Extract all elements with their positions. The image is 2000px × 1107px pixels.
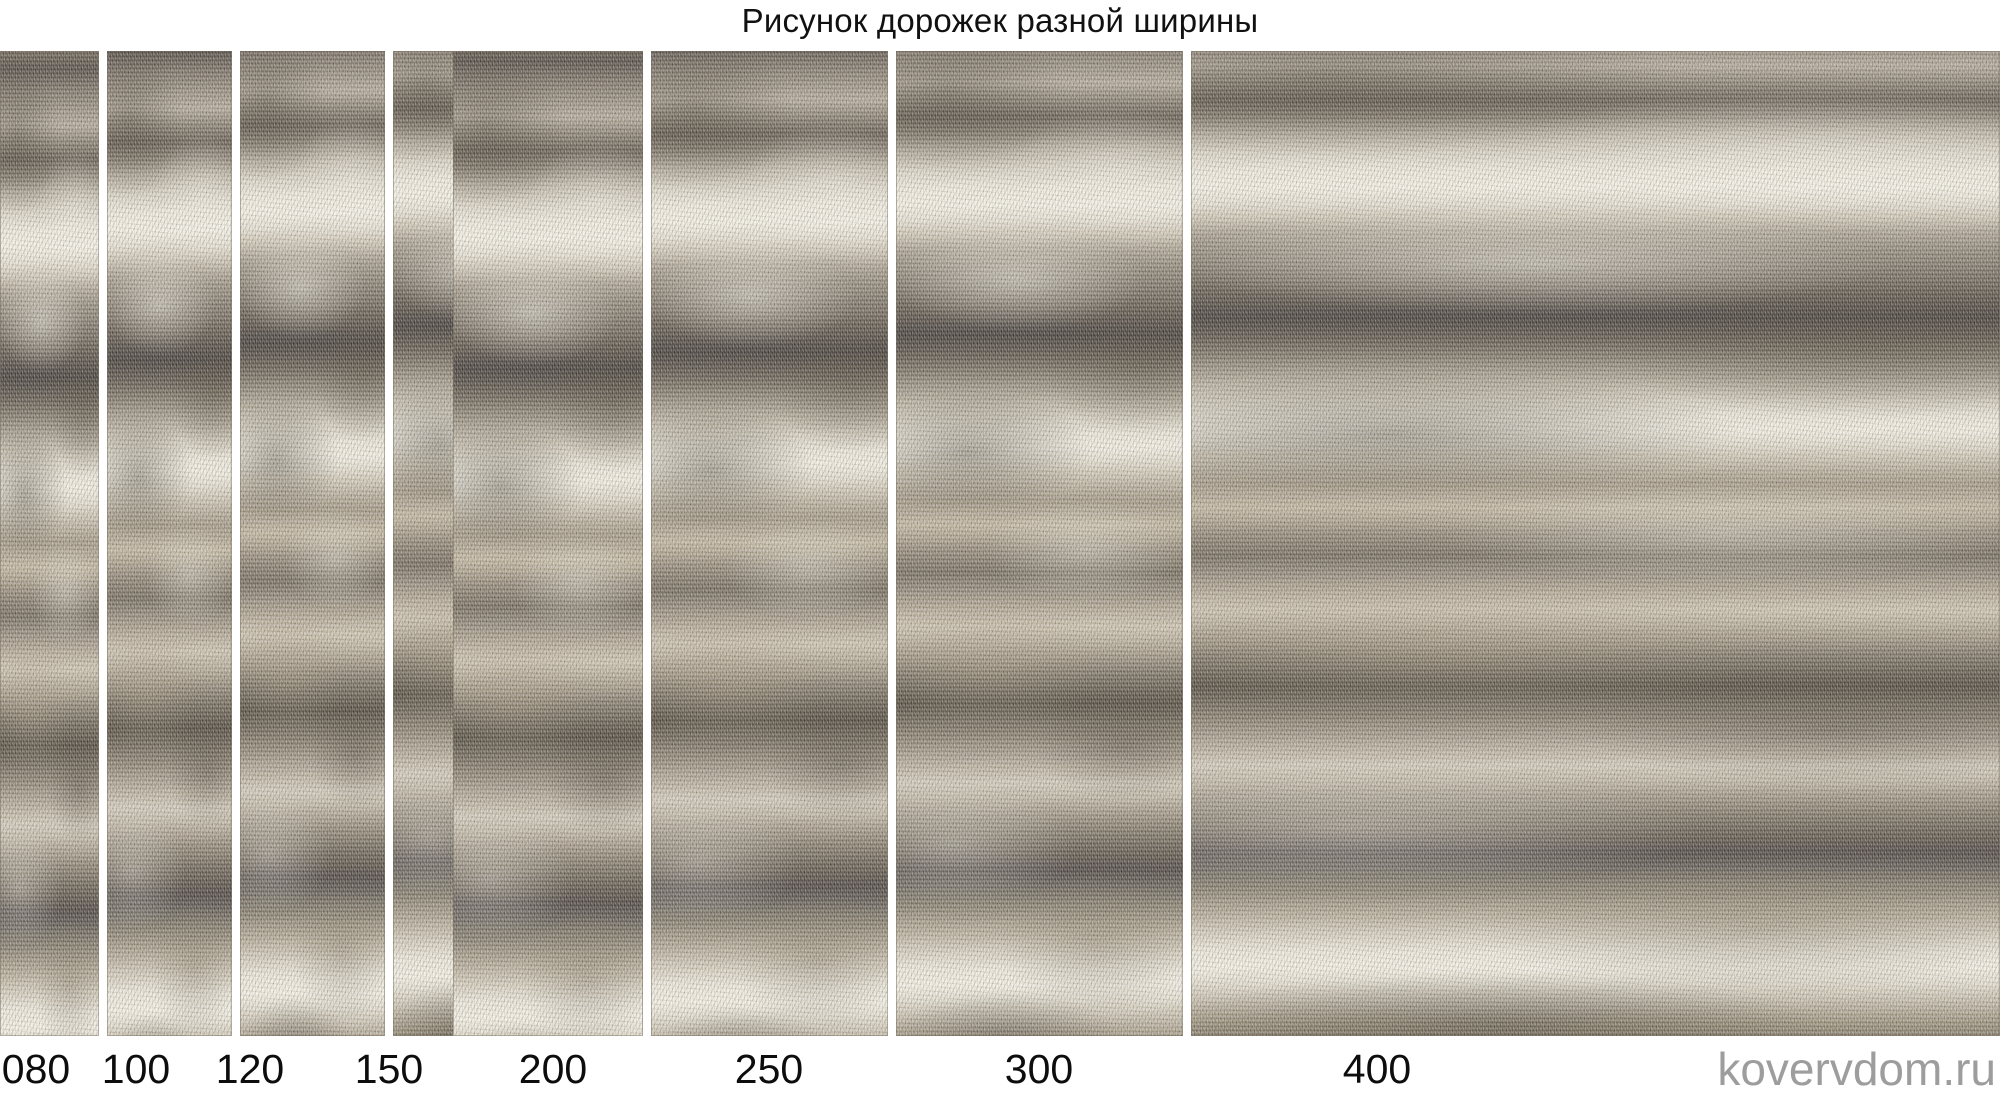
texture-layer-bands [896,51,1183,1036]
texture-layer-speckle-b [107,51,232,1036]
size-label-250: 250 [734,1046,804,1092]
carpet-texture-tile [1191,51,2000,1036]
texture-layer-pile [453,51,643,1036]
page-title: Рисунок дорожек разной ширины [741,2,1259,39]
texture-layer-streaks [107,51,232,1036]
texture-layer-bands [453,51,643,1036]
runner-strip-250[interactable] [651,51,888,1036]
texture-layer-speckle-b [651,51,888,1036]
runner-strip-row [0,51,2000,1036]
texture-layer-speckle-a [651,51,888,1036]
texture-layer-cast [651,51,888,1036]
texture-layer-speckle-a [896,51,1183,1036]
texture-layer-speckle-a [240,51,385,1036]
texture-layer-speckle-a [453,51,643,1036]
texture-layer-cast [240,51,385,1036]
texture-layer-speckle-b [896,51,1183,1036]
texture-layer-streaks [0,51,99,1036]
texture-layer-blotch [651,51,888,1036]
texture-layer-streaks [651,51,888,1036]
texture-layer-cast [0,51,99,1036]
runner-strip-100[interactable] [107,51,232,1036]
size-label-150: 150 [354,1046,424,1092]
texture-layer-speckle-a [1191,51,2000,1036]
size-label-200: 200 [518,1046,588,1092]
texture-layer-blotch [107,51,232,1036]
carpet-texture-tile [240,51,385,1036]
texture-layer-cast [1191,51,2000,1036]
texture-layer-blotch [453,51,643,1036]
size-label-080: 080 [1,1046,71,1092]
texture-layer-streaks [1191,51,2000,1036]
runner-strip-300[interactable] [896,51,1183,1036]
texture-layer-pile [1191,51,2000,1036]
carpet-texture-tile [896,51,1183,1036]
runner-strip-200[interactable] [453,51,643,1036]
texture-layer-speckle-b [453,51,643,1036]
texture-layer-bands [1191,51,2000,1036]
texture-layer-blotch [0,51,99,1036]
texture-layer-blotch [240,51,385,1036]
texture-layer-blotch [896,51,1183,1036]
texture-layer-cast [896,51,1183,1036]
texture-layer-pile [0,51,99,1036]
runner-strip-080[interactable] [0,51,99,1036]
carpet-texture-tile [651,51,888,1036]
texture-layer-speckle-b [1191,51,2000,1036]
carpet-texture-tile [453,51,643,1036]
runner-strip-400[interactable] [1191,51,2000,1036]
size-label-400: 400 [1342,1046,1412,1092]
size-label-300: 300 [1004,1046,1074,1092]
texture-layer-pile [896,51,1183,1036]
texture-layer-pile [107,51,232,1036]
texture-layer-bands [0,51,99,1036]
texture-layer-cast [453,51,643,1036]
texture-layer-speckle-a [0,51,99,1036]
texture-layer-streaks [896,51,1183,1036]
texture-layer-streaks [240,51,385,1036]
size-label-120: 120 [215,1046,285,1092]
texture-layer-blotch [1191,51,2000,1036]
texture-layer-bands [651,51,888,1036]
texture-layer-bands [107,51,232,1036]
runner-strip-120[interactable] [240,51,385,1036]
texture-layer-pile [651,51,888,1036]
carpet-texture-tile [0,51,99,1036]
texture-layer-cast [107,51,232,1036]
texture-layer-speckle-a [107,51,232,1036]
texture-layer-bands [240,51,385,1036]
size-label-100: 100 [101,1046,171,1092]
watermark: kovervdom.ru [1717,1043,1996,1095]
texture-layer-streaks [453,51,643,1036]
texture-layer-speckle-b [240,51,385,1036]
carpet-texture-tile [107,51,232,1036]
texture-layer-speckle-b [0,51,99,1036]
texture-layer-pile [240,51,385,1036]
